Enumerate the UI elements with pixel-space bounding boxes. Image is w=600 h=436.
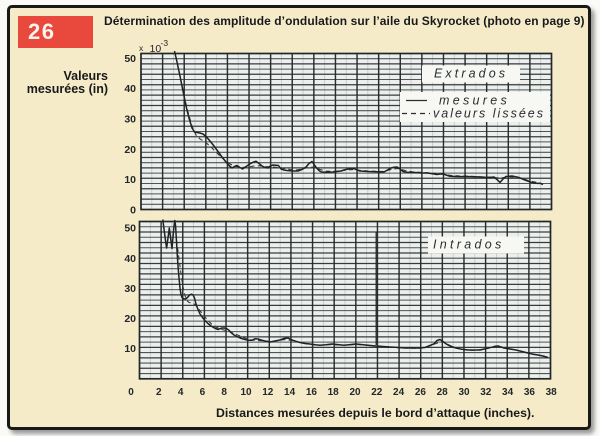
svg-text:mesures: mesures: [439, 94, 510, 108]
svg-text:24: 24: [393, 387, 405, 398]
svg-text:0: 0: [130, 205, 136, 217]
svg-text:x: x: [139, 43, 144, 53]
svg-text:2: 2: [156, 387, 162, 398]
svg-text:50: 50: [124, 223, 136, 235]
svg-text:20: 20: [349, 387, 361, 398]
svg-text:40: 40: [124, 83, 136, 95]
svg-text:20: 20: [124, 313, 136, 325]
svg-text:Intrados: Intrados: [433, 238, 505, 252]
svg-text:30: 30: [458, 387, 470, 398]
svg-text:32: 32: [480, 387, 492, 398]
svg-text:10: 10: [240, 387, 252, 398]
svg-text:-3: -3: [161, 38, 169, 48]
svg-text:10: 10: [150, 43, 162, 55]
svg-text:38: 38: [546, 387, 558, 398]
svg-text:16: 16: [306, 387, 318, 398]
svg-text:34: 34: [502, 387, 514, 398]
svg-text:6: 6: [200, 387, 206, 398]
svg-text:36: 36: [524, 387, 536, 398]
svg-text:10: 10: [124, 174, 136, 186]
svg-text:14: 14: [284, 387, 296, 398]
svg-text:40: 40: [124, 253, 136, 265]
svg-text:30: 30: [124, 114, 136, 126]
svg-text:18: 18: [328, 387, 340, 398]
svg-text:Extrados: Extrados: [434, 67, 508, 81]
svg-text:30: 30: [124, 283, 136, 295]
svg-text:12: 12: [262, 387, 274, 398]
svg-text:10: 10: [124, 343, 136, 355]
svg-text:22: 22: [371, 387, 383, 398]
svg-text:50: 50: [124, 53, 136, 65]
svg-text:8: 8: [221, 387, 227, 398]
svg-text:valeurs lissées: valeurs lissées: [433, 107, 545, 121]
svg-text:20: 20: [124, 144, 136, 156]
svg-text:26: 26: [415, 387, 427, 398]
svg-text:4: 4: [178, 387, 184, 398]
svg-text:28: 28: [437, 387, 449, 398]
svg-text:0: 0: [128, 387, 134, 398]
